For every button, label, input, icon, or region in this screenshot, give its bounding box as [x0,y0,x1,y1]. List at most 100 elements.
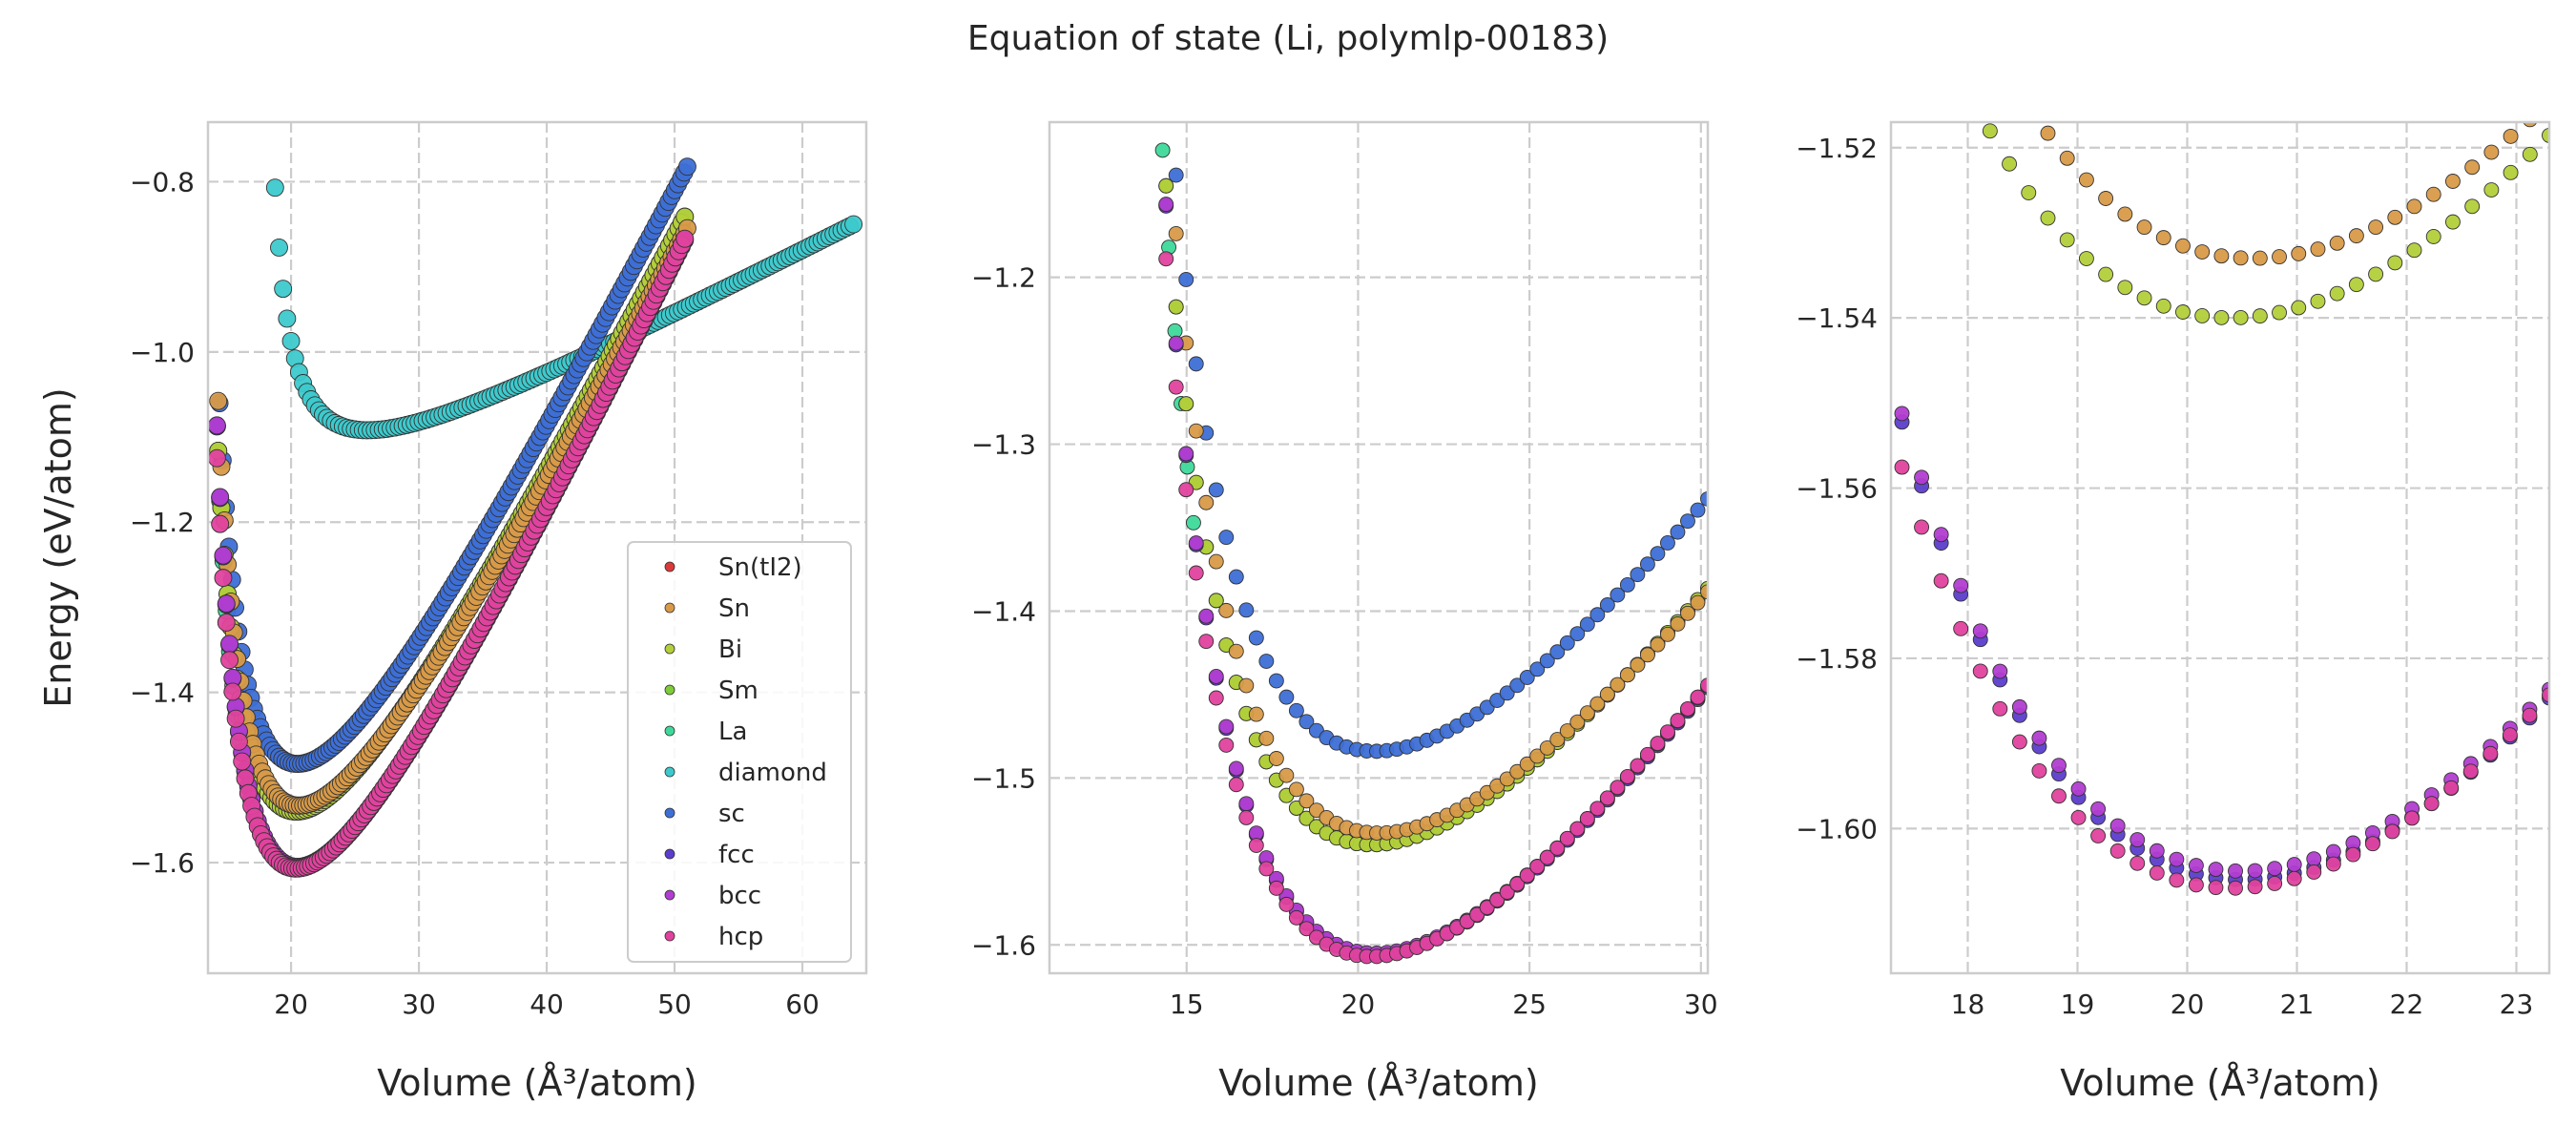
data-point [1529,748,1546,764]
data-point [1579,705,1595,721]
data-point [1218,718,1235,735]
y-tick-label: −1.58 [1796,643,1878,675]
data-point [1198,608,1215,624]
data-point [1268,673,1284,689]
y-tick-label: −1.52 [1796,133,1878,164]
y-tick-label: −1.60 [1796,813,1878,844]
data-point [1208,668,1224,684]
data-point [1659,626,1675,642]
data-point [2149,843,2165,859]
data-point [2406,198,2422,215]
series-sc [1168,167,1708,760]
panel-3: 18 19 20 21 22 23 −1.60 −1.58 −1.56 −1.54 −1.52 Vol… [1796,65,2551,1104]
data-point [1894,459,1910,475]
data-point [1579,811,1595,826]
data-point [2387,255,2403,271]
y-tick-label: −1.2 [971,262,1036,294]
data-point [2188,858,2204,874]
series-hcp [208,229,695,878]
data-point [2078,251,2094,266]
data-point [1559,723,1575,739]
data-point [2503,164,2519,180]
data-point [2542,127,2549,143]
data-point [2213,309,2230,325]
scatter-area [208,157,863,878]
data-point [1509,763,1526,780]
data-point [1288,781,1304,798]
data-point [2252,250,2268,266]
data-point [1278,767,1295,783]
data-point [2267,861,2283,877]
data-point [2483,144,2500,160]
data-point [2051,758,2067,774]
x-tick-label: 21 [2280,989,2315,1020]
data-point [2464,198,2481,215]
data-point [1248,838,1264,854]
data-point [2059,232,2075,248]
data-point [1579,616,1595,633]
data-point [2003,65,2017,79]
data-point [2129,832,2146,848]
data-point [2002,156,2018,172]
series-hcp [1894,459,2549,896]
data-point [2136,219,2152,236]
legend-marker [664,807,675,819]
data-point [2070,781,2087,797]
data-point [2425,229,2441,244]
data-point [1298,793,1315,809]
data-point [2425,186,2441,202]
legend-label: fcc [718,841,755,869]
data-point [2387,209,2403,225]
legend-label: sc [718,800,745,828]
data-point [220,651,239,670]
series-Sn [2003,65,2538,266]
y-tick-label: −1.5 [971,762,1036,794]
data-point [675,229,695,248]
data-point [2090,801,2107,817]
legend-label: diamond [718,759,827,787]
data-point [2149,864,2165,881]
data-point [220,635,239,654]
data-point [1599,597,1615,613]
data-point [1569,821,1586,837]
data-point [1159,89,1174,103]
scatter-area [1154,89,1708,965]
data-point [1188,535,1204,552]
y-tick-label: −1.54 [1796,302,1878,334]
series-Sn [209,219,696,815]
data-point [1539,849,1555,865]
data-point [2228,880,2243,896]
data-point [1509,677,1526,694]
data-point [1589,696,1606,712]
data-point [2228,863,2243,879]
data-point [2404,810,2420,826]
data-point [1154,142,1171,158]
data-point [2098,266,2114,282]
data-point [2021,185,2037,200]
y-tick-label: −1.0 [130,337,195,368]
data-point [236,769,255,788]
data-point [2129,855,2146,871]
data-point [2291,300,2307,316]
data-point [1680,605,1695,621]
y-tick-label: −1.3 [971,429,1036,461]
data-point [2117,206,2133,222]
y-axis-label: Energy (eV/atom) [37,387,79,707]
data-point [1178,396,1195,412]
panel-1: 20 30 40 50 60 −1.6 −1.4 −1.2 −1.0 −0.8 Volume (Å³… [37,120,868,1104]
legend-marker [664,766,675,778]
data-point [2155,298,2171,314]
data-point [2368,219,2384,236]
data-point [1188,423,1204,439]
legend-marker [664,684,675,696]
x-axis-label: Volume (Å³/atom) [1218,1062,1539,1104]
data-point [2483,745,2499,761]
data-point [1208,593,1224,609]
y-tick-label: −1.56 [1796,473,1878,505]
data-point [211,488,230,507]
data-point [2306,851,2322,867]
data-point [1228,760,1244,777]
data-point [1258,730,1275,746]
x-tick-label: 60 [785,989,820,1020]
data-point [1228,777,1244,793]
